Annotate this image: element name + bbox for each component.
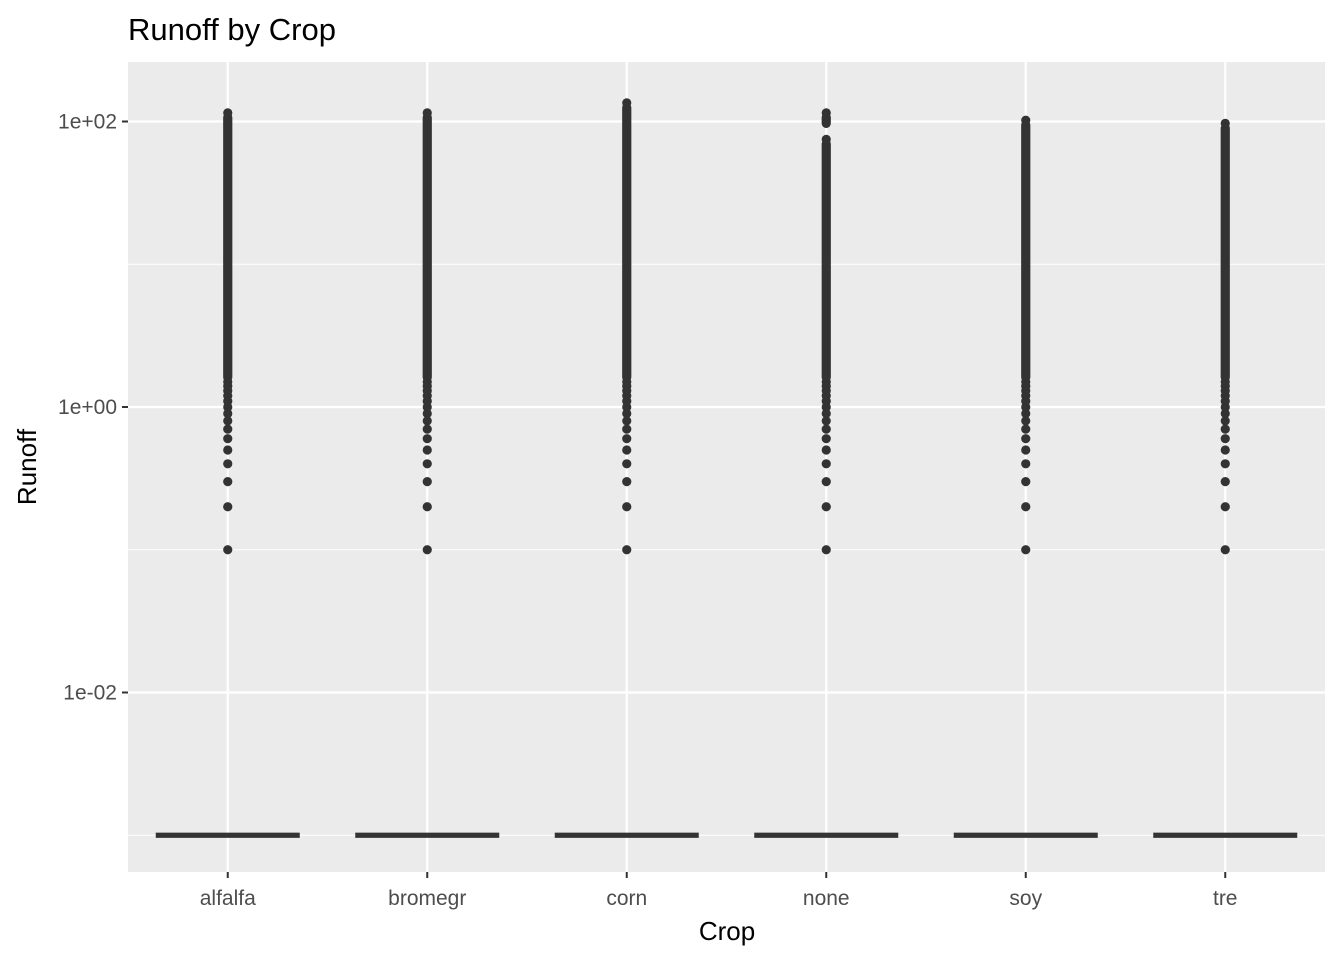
outlier-point bbox=[223, 424, 233, 434]
outlier-column bbox=[223, 112, 233, 382]
outlier-point bbox=[1220, 416, 1230, 426]
chart-title: Runoff by Crop bbox=[128, 12, 336, 47]
outlier-column bbox=[1220, 123, 1230, 382]
outlier-column bbox=[1021, 120, 1031, 382]
box-median-none bbox=[754, 832, 899, 838]
outlier-point bbox=[821, 445, 831, 455]
box-soy bbox=[953, 115, 1098, 838]
box-alfalfa bbox=[155, 108, 300, 838]
outlier-point bbox=[422, 434, 432, 444]
outlier-point bbox=[821, 134, 831, 144]
outlier-point bbox=[1021, 115, 1031, 125]
box-median-corn bbox=[554, 832, 699, 838]
outlier-point bbox=[223, 434, 233, 444]
outlier-point bbox=[422, 108, 432, 118]
y-tick-label: 1e-02 bbox=[63, 682, 117, 705]
box-bromegr bbox=[355, 108, 500, 838]
outlier-point bbox=[1021, 477, 1031, 487]
outlier-point bbox=[622, 98, 632, 108]
y-tick-label: 1e+00 bbox=[58, 396, 117, 419]
outlier-point bbox=[1021, 502, 1031, 512]
outlier-point bbox=[422, 408, 432, 419]
x-tick-label: bromegr bbox=[388, 887, 466, 910]
box-none bbox=[754, 108, 899, 838]
outlier-point bbox=[821, 434, 831, 444]
outlier-point bbox=[1021, 545, 1031, 555]
outlier-point bbox=[622, 424, 632, 434]
outlier-point bbox=[1220, 502, 1230, 512]
outlier-point bbox=[821, 545, 831, 555]
outlier-point bbox=[622, 416, 632, 426]
outlier-point bbox=[422, 502, 432, 512]
outlier-point bbox=[821, 408, 831, 419]
outlier-column bbox=[422, 112, 432, 382]
outlier-point bbox=[223, 545, 233, 555]
x-tick-label: none bbox=[803, 887, 850, 910]
x-tick-label: alfalfa bbox=[200, 887, 256, 910]
outlier-point bbox=[422, 416, 432, 426]
outlier-point bbox=[223, 502, 233, 512]
outlier-point bbox=[223, 408, 233, 419]
outlier-point bbox=[1021, 459, 1031, 469]
outlier-point bbox=[1021, 434, 1031, 444]
outlier-point bbox=[821, 459, 831, 469]
outlier-point bbox=[821, 477, 831, 487]
outlier-point bbox=[1220, 459, 1230, 469]
y-axis-title: Runoff bbox=[12, 428, 42, 505]
outlier-point bbox=[422, 459, 432, 469]
outlier-point bbox=[1021, 445, 1031, 455]
box-median-tre bbox=[1153, 832, 1298, 838]
outlier-point bbox=[1220, 118, 1230, 128]
outlier-point bbox=[1220, 434, 1230, 444]
outlier-point bbox=[1021, 408, 1031, 419]
outlier-column bbox=[622, 102, 632, 382]
x-tick-label: soy bbox=[1009, 887, 1042, 910]
outlier-point bbox=[622, 502, 632, 512]
outlier-point bbox=[422, 445, 432, 455]
box-median-bromegr bbox=[355, 832, 500, 838]
x-tick-label: corn bbox=[606, 887, 647, 910]
box-corn bbox=[554, 98, 699, 838]
plot-panel bbox=[128, 62, 1325, 872]
outlier-point bbox=[622, 434, 632, 444]
box-tre bbox=[1153, 118, 1298, 838]
outlier-point bbox=[821, 502, 831, 512]
outlier-point bbox=[1220, 545, 1230, 555]
outlier-point bbox=[1220, 408, 1230, 419]
outlier-point bbox=[422, 424, 432, 434]
outlier-point bbox=[1220, 477, 1230, 487]
outlier-point bbox=[821, 424, 831, 434]
axes: 1e-02 1e+00 1e+02 alfalfa bromegr corn none soy… bbox=[58, 111, 1237, 911]
outlier-point bbox=[622, 545, 632, 555]
outlier-point bbox=[422, 545, 432, 555]
outlier-point bbox=[622, 445, 632, 455]
outlier-point bbox=[223, 416, 233, 426]
box-median-alfalfa bbox=[155, 832, 300, 838]
outlier-point bbox=[1021, 424, 1031, 434]
outlier-point bbox=[622, 459, 632, 469]
outlier-point bbox=[622, 408, 632, 419]
box-median-soy bbox=[953, 832, 1098, 838]
outlier-column bbox=[821, 139, 831, 382]
x-axis-title: Crop bbox=[699, 916, 755, 946]
outlier-point bbox=[422, 477, 432, 487]
x-tick-label: tre bbox=[1213, 887, 1238, 910]
outlier-point bbox=[223, 445, 233, 455]
outlier-point bbox=[1220, 445, 1230, 455]
box-marks bbox=[155, 98, 1298, 838]
outlier-point bbox=[223, 477, 233, 487]
outlier-point bbox=[223, 108, 233, 118]
outlier-point bbox=[1021, 416, 1031, 426]
outlier-point bbox=[1220, 424, 1230, 434]
outlier-point bbox=[821, 416, 831, 426]
outlier-point bbox=[821, 108, 831, 118]
outlier-point bbox=[223, 459, 233, 469]
y-tick-label: 1e+02 bbox=[58, 111, 117, 134]
outlier-point bbox=[622, 477, 632, 487]
